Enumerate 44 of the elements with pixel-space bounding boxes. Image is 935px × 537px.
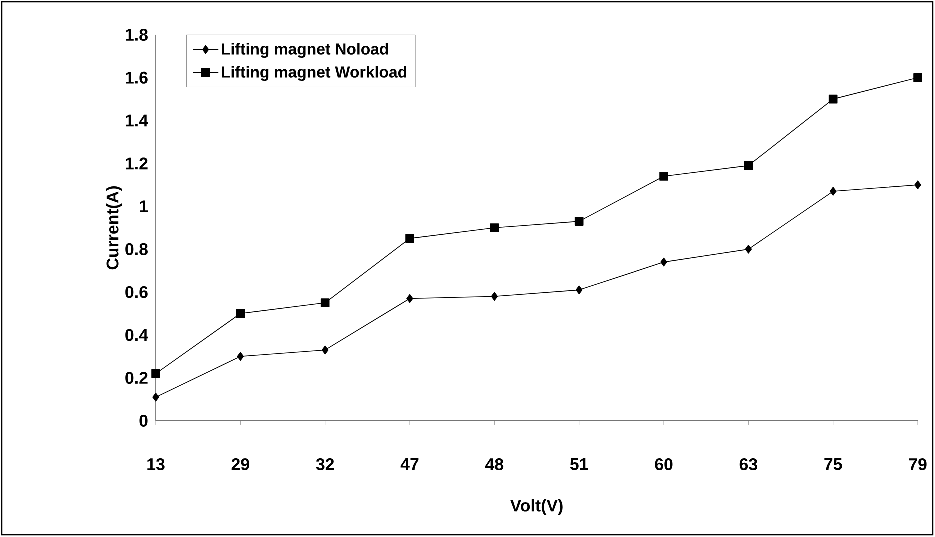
y-tick-label: 0.2 xyxy=(126,372,148,384)
point xyxy=(660,258,668,267)
point xyxy=(236,309,246,318)
y-axis-title: Current(A) xyxy=(106,186,122,270)
point xyxy=(406,234,414,244)
x-tick-label: 60 xyxy=(655,458,673,470)
legend-label: Lifting magnet Workload xyxy=(222,66,407,82)
point xyxy=(152,392,160,402)
y-tick-label: 0.8 xyxy=(126,243,148,256)
point xyxy=(576,286,583,295)
point xyxy=(744,161,754,170)
x-axis-title: Volt(V) xyxy=(510,499,563,516)
point xyxy=(237,352,244,362)
point xyxy=(406,294,414,304)
y-tick-label: 1.8 xyxy=(126,28,148,41)
legend-label: Lifting magnet Noload xyxy=(222,43,388,58)
x-tick-label: 29 xyxy=(232,458,250,470)
point xyxy=(745,245,752,254)
point xyxy=(152,369,160,378)
point xyxy=(322,346,329,355)
point xyxy=(914,180,922,190)
point xyxy=(574,217,584,226)
x-tick-label: 63 xyxy=(740,458,758,471)
y-tick-label: 1.6 xyxy=(126,72,148,84)
y-tick-label: 1 xyxy=(140,200,148,212)
y-tick-label: 1.4 xyxy=(126,114,148,127)
point xyxy=(914,73,922,82)
point xyxy=(828,94,838,104)
y-tick-label: 0 xyxy=(140,414,148,427)
y-tick-label: 0.4 xyxy=(126,329,148,342)
point xyxy=(490,224,500,232)
x-tick-label: 47 xyxy=(400,458,419,470)
point xyxy=(491,292,498,302)
point xyxy=(320,298,330,308)
x-tick-label: 51 xyxy=(570,458,588,470)
x-tick-label: 32 xyxy=(316,458,334,471)
point xyxy=(830,187,837,196)
y-tick-label: 0.6 xyxy=(126,286,148,298)
x-tick-label: 79 xyxy=(909,458,927,470)
point xyxy=(660,172,668,181)
x-tick-label: 75 xyxy=(824,458,842,470)
x-tick-label: 48 xyxy=(486,458,504,470)
x-tick-label: 13 xyxy=(148,458,165,471)
y-tick-label: 1.2 xyxy=(126,158,148,170)
